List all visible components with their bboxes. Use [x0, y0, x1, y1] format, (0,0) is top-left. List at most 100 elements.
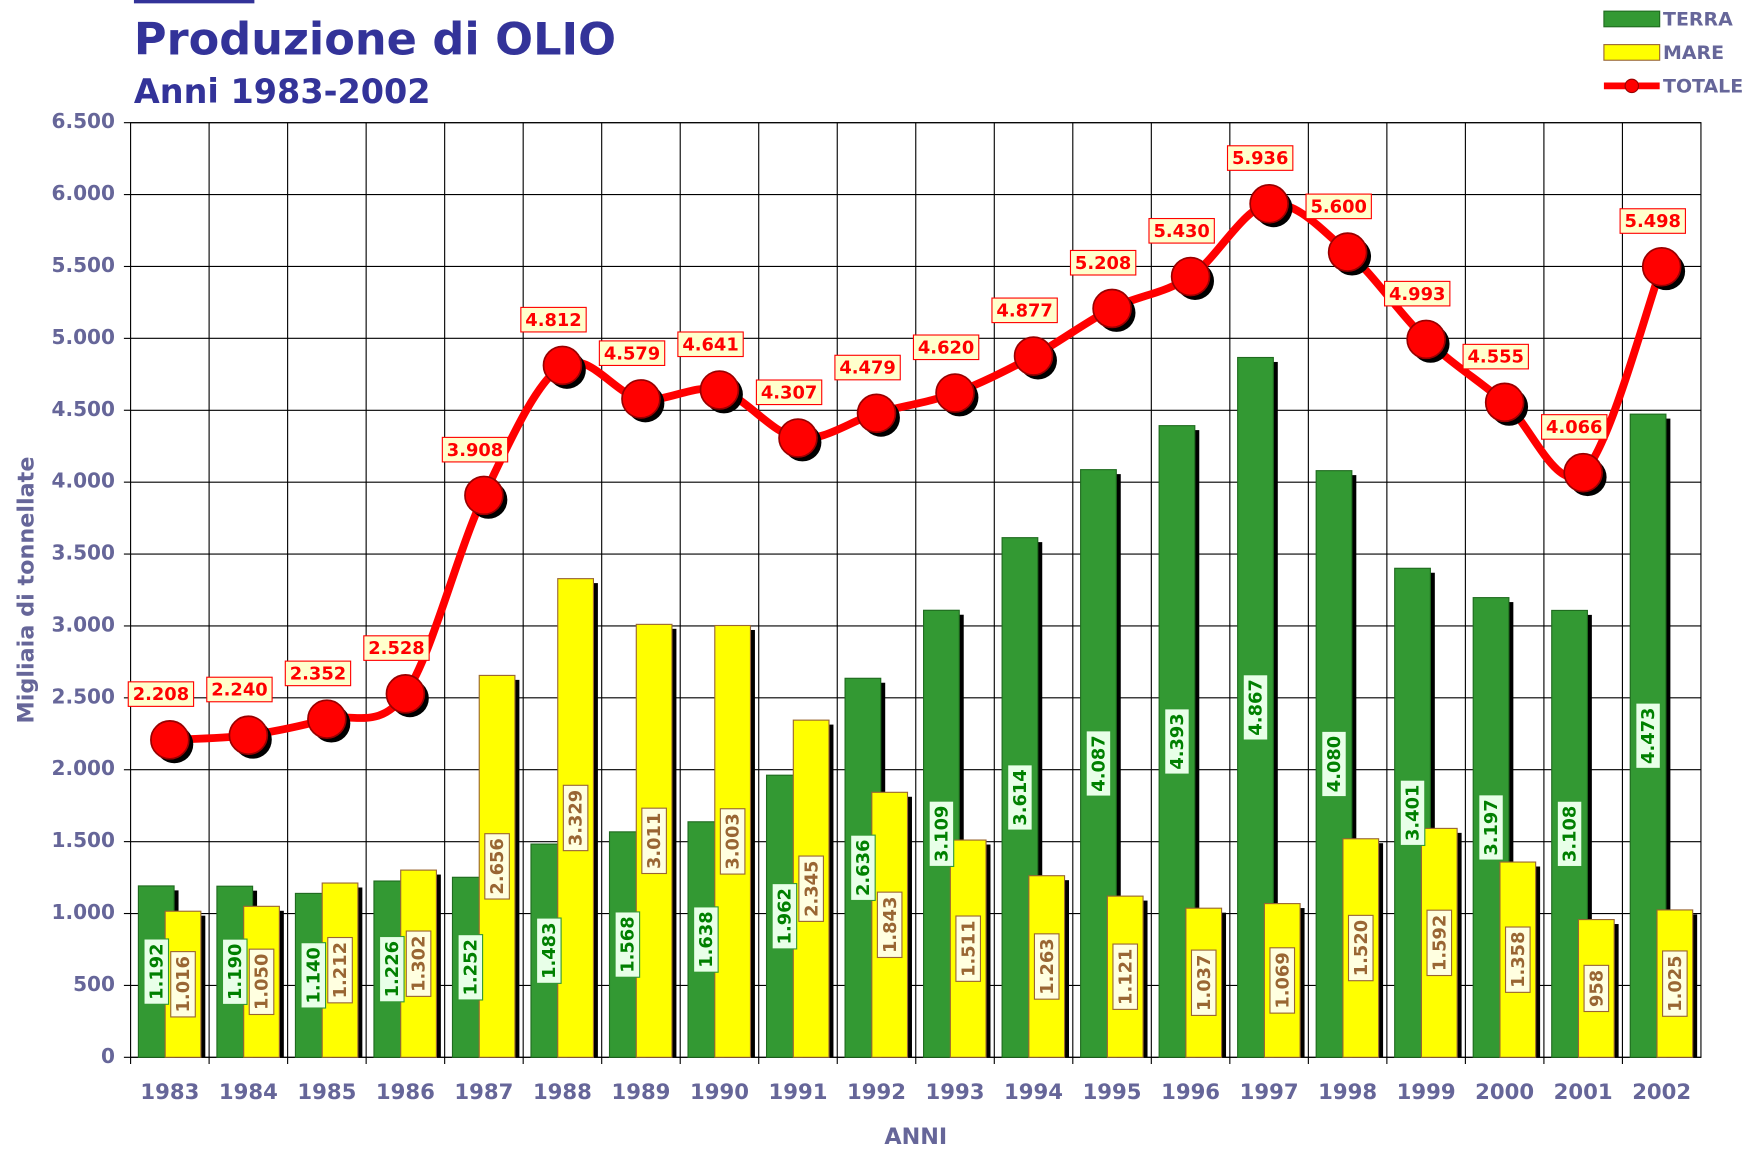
data-label-text: 5.498: [1625, 211, 1681, 232]
data-label-text: 4.479: [839, 358, 895, 379]
title-rule: [133, 0, 255, 4]
data-label: 1.843: [876, 891, 903, 959]
data-label-text: 2.352: [290, 664, 346, 685]
data-label-box: [798, 855, 824, 922]
data-label: 3.908: [441, 436, 509, 463]
data-label: 4.479: [834, 354, 901, 381]
marker: [935, 373, 975, 413]
data-label: 2.636: [850, 834, 876, 902]
legend-label: MARE: [1663, 42, 1724, 64]
data-label-box: [284, 660, 352, 687]
data-label-text: 2.656: [487, 838, 508, 894]
data-label-text: 1.592: [1429, 915, 1450, 971]
marker: [1013, 336, 1054, 376]
marker: [228, 715, 269, 756]
x-tick-label: 1983: [140, 1079, 199, 1104]
data-label: 1.358: [1504, 926, 1531, 993]
data-label-box: [1399, 779, 1426, 847]
marker: [1092, 288, 1132, 329]
data-label-text: 3.003: [723, 813, 744, 869]
data-label: 3.108: [1556, 800, 1583, 868]
data-label-box: [614, 911, 641, 978]
data-label: 1.520: [1347, 914, 1374, 982]
data-label: 3.197: [1478, 794, 1504, 861]
data-label-box: [1426, 909, 1453, 977]
data-label-box: [876, 891, 903, 959]
data-label-text: 1.483: [539, 922, 560, 978]
data-label-box: [1541, 414, 1608, 440]
legend-label: TERRA: [1663, 9, 1733, 31]
data-label-text: 1.962: [774, 888, 795, 944]
data-label: 958: [1583, 964, 1610, 1013]
data-label: 4.620: [912, 334, 980, 361]
y-tick-label: 6.000: [52, 181, 115, 205]
data-label-text: 4.555: [1468, 347, 1524, 368]
marker: [1406, 319, 1446, 360]
data-label-text: 3.908: [447, 440, 503, 461]
data-label-box: [1347, 914, 1374, 982]
data-label-text: 3.614: [1010, 769, 1031, 825]
data-label: 1.302: [405, 930, 432, 997]
y-tick-label: 3.000: [52, 612, 115, 636]
marker: [1327, 232, 1368, 272]
data-label: 4.877: [991, 297, 1058, 324]
data-label-text: 4.812: [525, 310, 581, 331]
data-label-text: 5.600: [1310, 196, 1366, 217]
x-tick-label: 1992: [847, 1079, 906, 1104]
data-label: 1.252: [457, 934, 484, 1001]
legend-marker: [1624, 78, 1640, 94]
data-label-box: [457, 934, 484, 1001]
data-label: 4.307: [755, 379, 823, 406]
data-label: 1.140: [300, 942, 327, 1009]
data-label-text: 4.066: [1546, 417, 1602, 438]
data-label-text: 1.069: [1272, 952, 1293, 1008]
data-label-text: 1.226: [382, 941, 403, 997]
x-tick-label: 1984: [219, 1079, 278, 1104]
data-label-box: [1583, 964, 1610, 1013]
y-tick-label: 3.500: [52, 541, 115, 565]
data-label: 2.345: [798, 855, 824, 922]
data-label: 4.066: [1541, 414, 1608, 440]
data-label-box: [955, 915, 982, 982]
data-label-text: 1.568: [617, 916, 638, 972]
data-label-box: [1662, 950, 1688, 1017]
data-label-box: [1556, 800, 1583, 868]
x-tick-label: 1996: [1161, 1079, 1220, 1104]
data-label: 1.263: [1033, 933, 1060, 1000]
data-label-box: [300, 942, 327, 1009]
data-label-text: 1.252: [460, 939, 481, 995]
x-tick-label: 1995: [1083, 1079, 1142, 1104]
data-label: 4.641: [677, 331, 744, 358]
data-label-text: 4.641: [682, 334, 738, 355]
data-label-box: [221, 938, 248, 1005]
y-tick-label: 4.000: [52, 469, 115, 493]
x-tick-label: 2000: [1475, 1079, 1534, 1104]
data-label-text: 1.050: [252, 954, 273, 1010]
marker: [464, 475, 504, 516]
data-label-box: [598, 340, 666, 367]
y-tick-label: 4.500: [52, 397, 115, 421]
data-label: 1.568: [614, 911, 641, 978]
data-label: 1.962: [771, 883, 798, 950]
data-label-text: 3.197: [1481, 799, 1502, 855]
data-label-text: 2.636: [853, 840, 874, 896]
data-label-box: [677, 331, 744, 358]
data-label-text: 2.208: [133, 684, 189, 705]
legend-swatch: [1603, 10, 1661, 28]
data-label-box: [484, 833, 510, 900]
x-tick-label: 1986: [376, 1079, 435, 1104]
y-tick-label: 2.500: [52, 684, 115, 708]
marker: [856, 393, 897, 434]
data-label: 5.936: [1226, 145, 1294, 171]
data-label-text: 5.430: [1153, 221, 1209, 242]
data-label-box: [1085, 730, 1112, 797]
data-label-box: [327, 936, 353, 1004]
data-label-box: [850, 834, 876, 902]
data-label: 3.109: [928, 800, 955, 868]
data-label-box: [1321, 730, 1347, 798]
data-label-box: [1504, 926, 1531, 993]
data-label-box: [206, 676, 273, 703]
data-label-text: 1.016: [173, 956, 194, 1012]
data-label-text: 4.080: [1324, 736, 1345, 792]
data-label-text: 4.473: [1638, 708, 1659, 764]
